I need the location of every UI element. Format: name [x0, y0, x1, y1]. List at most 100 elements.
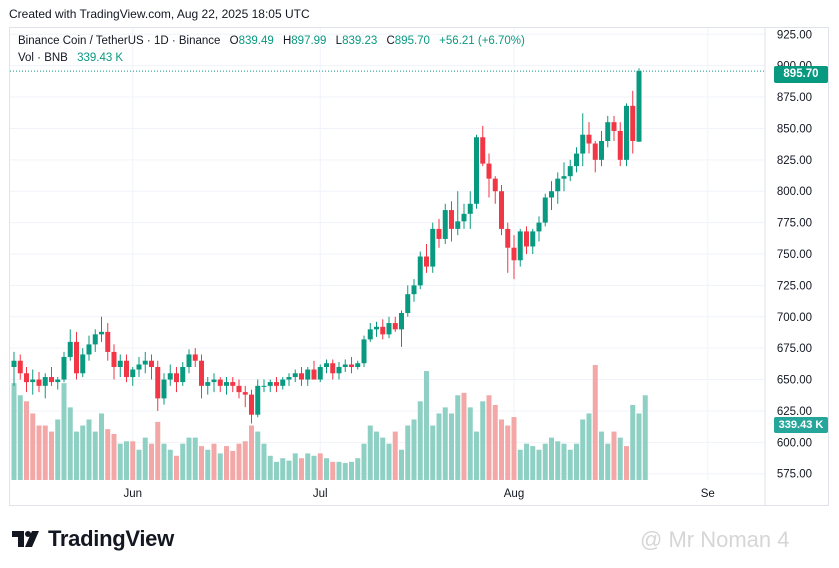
- volume-bar: [586, 413, 592, 480]
- volume-bar: [99, 413, 104, 480]
- volume-bar: [449, 413, 454, 480]
- y-tick-label: 675.00: [777, 343, 812, 355]
- tradingview-logo-icon: [12, 531, 39, 547]
- volume-bar: [324, 458, 329, 480]
- candle-body: [305, 369, 311, 380]
- close-label: C: [386, 35, 395, 47]
- candle-body: [574, 153, 579, 167]
- candle-body: [424, 256, 429, 267]
- candle-body: [80, 354, 86, 374]
- candle-body: [461, 213, 467, 222]
- volume-bar: [261, 443, 267, 480]
- candle-body: [567, 166, 573, 177]
- candle-body: [380, 326, 386, 335]
- candle-body: [392, 323, 398, 330]
- candle-body: [605, 122, 611, 141]
- volume-bar: [80, 425, 86, 480]
- volume-bar: [11, 383, 17, 480]
- volume-bar: [349, 461, 354, 480]
- candle-body: [30, 379, 36, 383]
- candle-body: [580, 134, 586, 154]
- y-tick-label: 725.00: [777, 280, 812, 292]
- volume-bar: [136, 449, 142, 480]
- volume-bar: [330, 461, 336, 480]
- volume-bar: [536, 449, 542, 480]
- volume-bar: [224, 446, 229, 480]
- volume-bar: [505, 425, 511, 480]
- candle-body: [586, 134, 592, 144]
- candle-body: [549, 191, 554, 198]
- volume-bar: [567, 449, 573, 480]
- volume-bar: [561, 443, 567, 480]
- candle-body: [386, 323, 392, 335]
- candle-body: [324, 363, 329, 367]
- x-tick-label: Jul: [313, 488, 328, 500]
- volume-bar: [42, 425, 48, 480]
- symbol-label[interactable]: Binance Coin / TetherUS · 1D · Binance: [18, 35, 221, 47]
- candle-body: [55, 379, 61, 383]
- candle-body: [61, 356, 67, 380]
- volume-bar: [392, 431, 398, 480]
- volume-bar: [36, 425, 42, 480]
- high-label: H: [282, 35, 292, 47]
- chart-legend: Binance Coin / TetherUS · 1D · Binance O…: [18, 35, 525, 69]
- candle-body: [217, 379, 223, 386]
- volume-bar: [255, 431, 261, 480]
- candle-body: [261, 385, 267, 387]
- candle-body: [174, 373, 179, 383]
- volume-bar: [549, 437, 554, 480]
- volume-bar: [167, 449, 173, 480]
- y-tick-label: 650.00: [777, 375, 812, 387]
- volume-bar: [286, 460, 292, 480]
- candle-body: [611, 122, 617, 131]
- volume-bar: [242, 441, 248, 480]
- volume-bar: [417, 401, 423, 480]
- volume-bar: [574, 443, 579, 480]
- candle-body: [292, 373, 298, 378]
- candle-body: [561, 176, 567, 179]
- volume-bar: [186, 437, 192, 480]
- volume-label[interactable]: Vol · BNB: [18, 52, 68, 64]
- close-value: 895.70: [394, 35, 430, 47]
- volume-bar: [336, 461, 342, 480]
- candle-body: [336, 367, 342, 374]
- volume-bar: [17, 395, 23, 480]
- volume-value: 339.43 K: [77, 52, 124, 64]
- y-tick-label: 775.00: [777, 218, 812, 230]
- candle-body: [355, 363, 361, 367]
- candle-body: [136, 364, 142, 370]
- volume-bar: [624, 446, 629, 480]
- candle-body: [167, 373, 173, 380]
- candle-body: [99, 331, 104, 335]
- volume-bar: [411, 419, 417, 480]
- candle-body: [411, 285, 417, 295]
- candle-body: [530, 231, 536, 247]
- candle-body: [517, 231, 523, 261]
- candle-body: [592, 143, 598, 160]
- volume-bar: [461, 392, 467, 480]
- volume-bar: [374, 431, 379, 480]
- low-label: L: [335, 35, 343, 47]
- volume-bar: [367, 425, 373, 480]
- volume-bar: [205, 449, 211, 480]
- volume-bar: [342, 463, 348, 480]
- volume-bar: [555, 441, 561, 480]
- created-with-text: Created with TradingView.com, Aug 22, 20…: [9, 7, 310, 21]
- volume-bar: [361, 443, 367, 480]
- tradingview-logo[interactable]: TradingView: [12, 526, 174, 552]
- candle-body: [17, 360, 23, 374]
- candle-body: [280, 379, 286, 386]
- volume-bar: [611, 431, 617, 480]
- volume-bar: [499, 419, 504, 480]
- candle-body: [499, 191, 504, 229]
- volume-bar: [305, 453, 311, 480]
- candle-body: [230, 382, 236, 386]
- volume-bar: [105, 429, 111, 480]
- y-tick-label: 825.00: [777, 155, 812, 167]
- volume-bar: [211, 443, 217, 480]
- candle-body: [430, 228, 436, 267]
- candle-body: [524, 231, 529, 247]
- volume-bar: [142, 437, 148, 480]
- candle-body: [24, 373, 29, 383]
